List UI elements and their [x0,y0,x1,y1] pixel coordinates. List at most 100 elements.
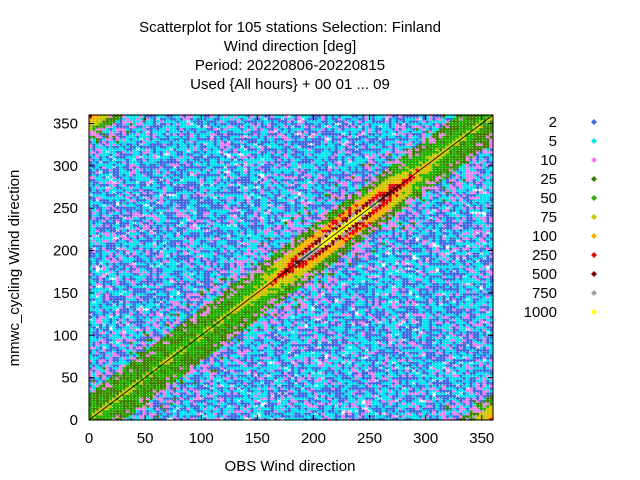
density-cell [91,225,97,231]
density-cell [101,286,107,292]
density-cell [108,149,114,155]
density-cell [115,370,121,376]
density-cell [111,413,117,419]
density-cell [98,116,104,122]
density-cell [91,340,97,345]
density-cell [101,332,107,338]
density-cell [101,218,107,223]
density-cell [111,347,117,353]
density-cell [95,345,100,350]
density-cell [115,271,121,277]
density-cell [115,350,121,356]
density-cell [115,411,121,417]
density-cell [101,368,107,373]
density-cell [105,205,110,211]
density-cell [115,296,121,302]
density-cell [91,129,97,134]
density-cell [95,357,100,363]
density-cell [101,207,107,213]
density-cell [101,174,107,180]
density-cell [101,182,107,188]
density-cell [115,268,121,274]
density-cell [105,197,110,203]
density-cell [108,248,114,254]
density-cell [108,233,114,239]
density-cell [115,355,121,361]
density-cell [105,347,110,353]
density-cell [98,225,104,231]
density-cell [105,246,110,251]
density-cell [95,210,100,216]
density-cell [108,266,114,272]
density-cell [108,164,114,170]
density-cell [101,253,107,259]
density-cell [98,172,104,178]
density-cell [108,345,114,350]
density-cell [108,413,114,419]
density-cell [95,281,100,287]
density-cell [105,169,110,175]
density-cell [91,238,97,244]
density-cell [95,121,100,127]
density-cell [108,398,114,404]
density-cell [105,266,110,272]
density-cell [111,291,117,297]
density-cell [111,378,117,384]
density-cell [108,116,114,122]
density-cell [111,345,117,350]
density-cell [111,131,117,137]
density-cell [108,126,114,132]
density-cell [98,126,104,132]
density-cell [88,268,94,274]
density-cell [105,253,110,259]
density-cell [95,373,100,378]
density-cell [105,190,110,195]
density-cell [98,299,104,305]
density-cell [98,324,104,330]
density-cell [115,357,121,363]
density-cell [105,411,110,417]
density-cell [111,273,117,279]
density-cell [98,218,104,223]
density-cell [115,329,121,335]
density-cell [91,360,97,366]
density-cell [105,286,110,292]
density-cell [115,281,121,287]
density-cell [91,266,97,272]
density-cell [108,317,114,323]
density-cell [111,317,117,323]
density-cell [105,294,110,300]
density-cell [105,289,110,295]
density-cell [111,238,117,244]
density-cell [115,304,121,310]
density-cell [111,390,117,396]
density-cell [111,329,117,335]
density-cell [111,210,117,216]
density-cell [101,261,107,267]
density-cell [108,202,114,208]
density-cell [101,266,107,272]
density-cell [91,334,97,340]
density-cell [95,200,100,206]
density-cell [95,177,100,183]
density-cell [111,182,117,188]
density-cell [108,246,114,251]
density-cell [105,220,110,226]
density-cell [111,248,117,254]
density-cell [111,139,117,145]
density-cell [95,202,100,208]
density-cell [101,390,107,396]
density-cell [101,235,107,241]
density-cell [105,251,110,256]
density-cell [111,200,117,206]
density-cell [105,167,110,173]
density-cell [115,256,121,262]
density-cell [105,334,110,340]
density-cell [91,126,97,132]
density-cell [101,416,107,422]
density-cell [95,312,100,317]
density-cell [105,225,110,231]
density-cell [95,370,100,376]
density-cell [91,185,97,190]
density-cell [111,192,117,198]
